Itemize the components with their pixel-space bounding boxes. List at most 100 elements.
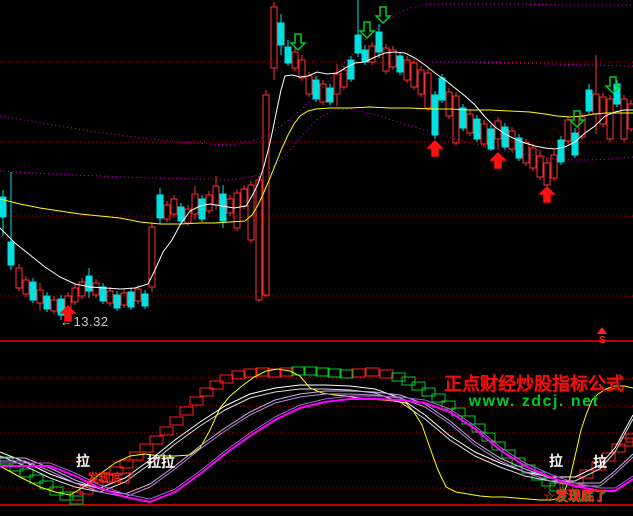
ma-fast	[0, 51, 633, 290]
step-down	[441, 400, 456, 410]
candle-down	[515, 137, 523, 159]
candle-up	[184, 208, 192, 224]
candle-up	[71, 287, 79, 303]
buy-arrow-icon	[426, 139, 444, 157]
step-up	[351, 368, 366, 378]
candle-up	[620, 98, 628, 140]
step-down	[401, 376, 416, 386]
band-lower	[0, 108, 633, 181]
candle-down	[312, 79, 320, 100]
candle-up	[148, 226, 156, 288]
step-down	[501, 449, 516, 459]
candle-up	[445, 91, 453, 117]
band-mid	[428, 61, 633, 67]
candle-down	[177, 206, 185, 222]
step-down	[29, 474, 44, 484]
step-down	[327, 368, 342, 378]
candle-down	[29, 281, 37, 301]
ma-slow	[0, 106, 633, 225]
step-down	[411, 381, 426, 391]
indicator-ribbon-line	[0, 393, 633, 498]
candle-down	[571, 132, 579, 156]
step-up	[379, 369, 394, 379]
step-up	[255, 367, 270, 377]
candle-up	[424, 72, 432, 109]
step-down	[431, 393, 446, 403]
pull-signal-label: 拉	[161, 454, 175, 470]
step-down	[49, 486, 64, 496]
candle-up	[92, 282, 100, 296]
candle-up	[106, 290, 114, 304]
pull-signal-label: 拉	[147, 454, 161, 470]
step-down	[549, 482, 564, 492]
step-up	[209, 380, 224, 390]
bottom-right-signal: ☆发现底了	[543, 488, 607, 503]
watermark: 正点财经炒股指标公式 www. zdcj. net	[444, 375, 624, 410]
step-up	[109, 466, 124, 476]
candle-up	[298, 59, 306, 79]
candle-down	[198, 198, 206, 220]
candle-up	[50, 299, 58, 312]
candle-up	[508, 130, 516, 150]
candle-up	[134, 288, 142, 302]
candle-up	[226, 198, 234, 214]
candle-up	[191, 193, 199, 215]
candle-up	[410, 62, 418, 88]
candle-down	[585, 89, 593, 112]
candle-down	[326, 87, 334, 103]
step-down	[291, 366, 306, 376]
candle-up	[233, 192, 241, 229]
indicator-ribbon-line	[0, 388, 633, 493]
sell-arrow-icon	[604, 76, 622, 95]
step-down	[461, 415, 476, 425]
candle-down	[277, 22, 285, 46]
step-up	[179, 406, 194, 416]
buy-arrow-icon	[59, 304, 77, 322]
candle-down	[473, 118, 481, 140]
candle-up	[163, 204, 171, 220]
candle-up	[120, 292, 128, 306]
step-down	[315, 367, 330, 377]
s-marker-triangle-icon	[597, 327, 607, 334]
candle-up	[319, 83, 327, 103]
candle-up	[212, 185, 220, 206]
candle-up	[417, 69, 425, 95]
step-up	[365, 367, 380, 377]
step-up	[199, 387, 214, 397]
step-down	[303, 366, 318, 376]
candle-down	[99, 286, 107, 302]
candle-up	[606, 98, 614, 140]
candle-down	[501, 126, 509, 148]
candle-up	[15, 267, 23, 289]
candle-up	[522, 142, 530, 164]
buy-arrow-icon	[538, 185, 556, 203]
candle-up	[480, 123, 488, 145]
candle-down	[396, 55, 404, 73]
candle-up	[305, 75, 313, 95]
candle-up	[466, 113, 474, 134]
candle-down	[354, 34, 362, 54]
step-down	[69, 495, 84, 505]
candle-up	[262, 94, 270, 296]
step-up	[611, 443, 626, 453]
candle-up	[78, 281, 86, 297]
bottom-left-signal: 发现底了	[87, 471, 136, 485]
step-up	[601, 452, 616, 462]
candle-up	[382, 47, 390, 72]
candle-up	[270, 6, 278, 69]
candle-down	[7, 241, 15, 266]
candle-up	[22, 279, 30, 295]
candle-up	[494, 120, 502, 140]
candle-down	[57, 298, 65, 316]
candle-up	[333, 73, 341, 95]
candle-down	[438, 77, 446, 101]
indicator-ribbon-line	[0, 398, 633, 504]
sell-arrow-icon	[289, 33, 307, 52]
candle-down	[557, 139, 565, 163]
indicator-ribbon-line	[0, 395, 633, 500]
candle-up	[240, 188, 248, 207]
candle-down	[375, 31, 383, 53]
candle-up	[536, 155, 544, 178]
candle-down	[431, 94, 439, 136]
candle-up	[389, 49, 397, 68]
